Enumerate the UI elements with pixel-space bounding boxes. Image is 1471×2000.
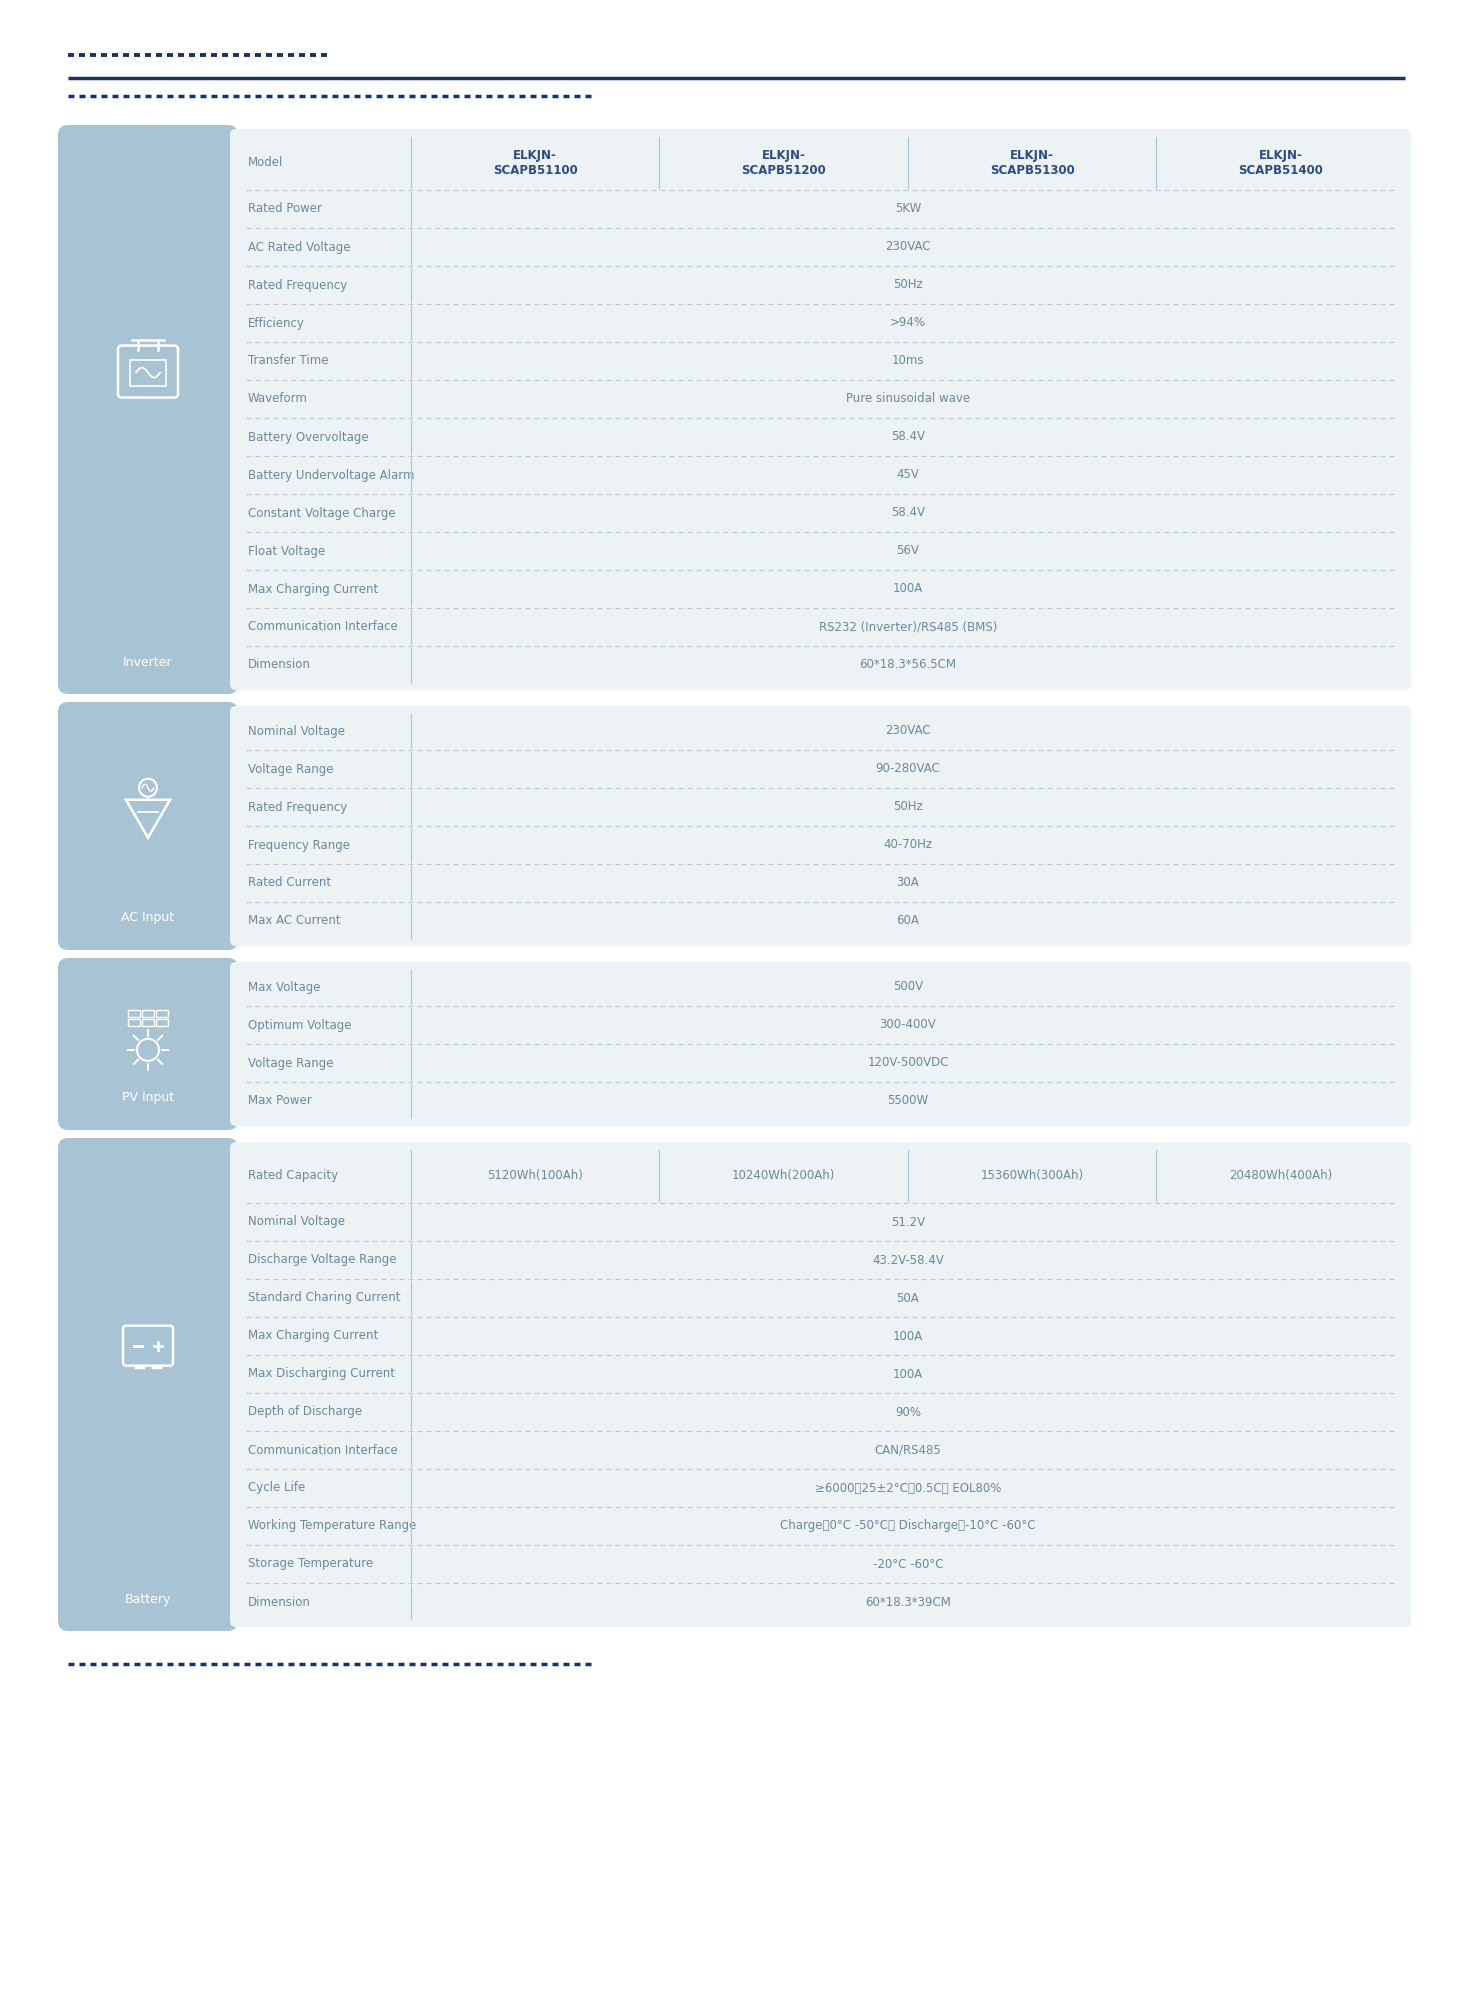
Text: ELKJN-
SCAPB51100: ELKJN- SCAPB51100 xyxy=(493,148,578,176)
Text: Storage Temperature: Storage Temperature xyxy=(249,1558,374,1570)
Text: 10240Wh(200Ah): 10240Wh(200Ah) xyxy=(733,1168,836,1182)
Text: Battery Overvoltage: Battery Overvoltage xyxy=(249,430,369,444)
Text: Dimension: Dimension xyxy=(249,1596,310,1608)
Text: Charge：0°C -50°C； Discharge：-10°C -60°C: Charge：0°C -50°C； Discharge：-10°C -60°C xyxy=(780,1520,1036,1532)
Text: 90%: 90% xyxy=(894,1406,921,1418)
Text: Rated Current: Rated Current xyxy=(249,876,331,890)
Text: Communication Interface: Communication Interface xyxy=(249,620,397,634)
FancyBboxPatch shape xyxy=(229,706,1411,946)
Text: Pure sinusoidal wave: Pure sinusoidal wave xyxy=(846,392,969,406)
Text: Standard Charing Current: Standard Charing Current xyxy=(249,1292,400,1304)
Text: 58.4V: 58.4V xyxy=(891,506,925,520)
Text: Float Voltage: Float Voltage xyxy=(249,544,325,558)
FancyBboxPatch shape xyxy=(57,702,238,950)
FancyBboxPatch shape xyxy=(57,1138,238,1632)
Text: 60A: 60A xyxy=(896,914,919,928)
FancyBboxPatch shape xyxy=(57,124,238,694)
Text: Max Power: Max Power xyxy=(249,1094,312,1108)
Text: Discharge Voltage Range: Discharge Voltage Range xyxy=(249,1254,397,1266)
Bar xyxy=(143,1010,154,1016)
Text: 58.4V: 58.4V xyxy=(891,430,925,444)
Text: ELKJN-
SCAPB51200: ELKJN- SCAPB51200 xyxy=(741,148,827,176)
Text: RS232 (Inverter)/RS485 (BMS): RS232 (Inverter)/RS485 (BMS) xyxy=(819,620,997,634)
Text: AC Input: AC Input xyxy=(122,912,175,924)
Text: 5500W: 5500W xyxy=(887,1094,928,1108)
FancyBboxPatch shape xyxy=(229,962,1411,1126)
Text: 45V: 45V xyxy=(896,468,919,482)
Text: Rated Power: Rated Power xyxy=(249,202,322,216)
Text: 230VAC: 230VAC xyxy=(886,240,931,254)
Text: Dimension: Dimension xyxy=(249,658,310,672)
Text: Max Voltage: Max Voltage xyxy=(249,980,321,994)
Bar xyxy=(129,360,166,386)
Text: 15360Wh(300Ah): 15360Wh(300Ah) xyxy=(981,1168,1084,1182)
Text: Communication Interface: Communication Interface xyxy=(249,1444,397,1456)
Text: Transfer Time: Transfer Time xyxy=(249,354,328,368)
Text: Voltage Range: Voltage Range xyxy=(249,762,334,776)
Text: Cycle Life: Cycle Life xyxy=(249,1482,306,1494)
Text: 60*18.3*39CM: 60*18.3*39CM xyxy=(865,1596,950,1608)
Text: Rated Capacity: Rated Capacity xyxy=(249,1168,338,1182)
Text: 5120Wh(100Ah): 5120Wh(100Ah) xyxy=(487,1168,583,1182)
Text: CAN/RS485: CAN/RS485 xyxy=(875,1444,941,1456)
Text: 5KW: 5KW xyxy=(894,202,921,216)
Bar xyxy=(128,1018,140,1026)
Text: Frequency Range: Frequency Range xyxy=(249,838,350,852)
Text: Depth of Discharge: Depth of Discharge xyxy=(249,1406,362,1418)
Bar xyxy=(143,1018,154,1026)
Bar xyxy=(156,1018,168,1026)
Text: 300-400V: 300-400V xyxy=(880,1018,937,1032)
Text: 43.2V-58.4V: 43.2V-58.4V xyxy=(872,1254,944,1266)
FancyBboxPatch shape xyxy=(57,958,238,1130)
Text: 50Hz: 50Hz xyxy=(893,800,922,814)
Text: Battery: Battery xyxy=(125,1592,171,1606)
Text: 30A: 30A xyxy=(897,876,919,890)
Text: PV Input: PV Input xyxy=(122,1092,174,1104)
Text: 56V: 56V xyxy=(896,544,919,558)
Text: Max Charging Current: Max Charging Current xyxy=(249,1330,378,1342)
Text: Working Temperature Range: Working Temperature Range xyxy=(249,1520,416,1532)
Text: 51.2V: 51.2V xyxy=(891,1216,925,1228)
Text: Max Discharging Current: Max Discharging Current xyxy=(249,1368,396,1380)
Text: 40-70Hz: 40-70Hz xyxy=(884,838,933,852)
Text: Voltage Range: Voltage Range xyxy=(249,1056,334,1070)
Text: Nominal Voltage: Nominal Voltage xyxy=(249,724,346,738)
Text: 10ms: 10ms xyxy=(891,354,924,368)
Text: 20480Wh(400Ah): 20480Wh(400Ah) xyxy=(1230,1168,1333,1182)
Text: Efficiency: Efficiency xyxy=(249,316,304,330)
Text: ELKJN-
SCAPB51400: ELKJN- SCAPB51400 xyxy=(1239,148,1324,176)
Text: Constant Voltage Charge: Constant Voltage Charge xyxy=(249,506,396,520)
Bar xyxy=(128,1010,140,1016)
Text: Model: Model xyxy=(249,156,284,170)
Text: 120V-500VDC: 120V-500VDC xyxy=(868,1056,949,1070)
Text: ≥6000，25±2°C，0.5C， EOL80%: ≥6000，25±2°C，0.5C， EOL80% xyxy=(815,1482,1002,1494)
Text: Waveform: Waveform xyxy=(249,392,307,406)
Text: 500V: 500V xyxy=(893,980,924,994)
Text: Inverter: Inverter xyxy=(124,656,172,668)
Text: 230VAC: 230VAC xyxy=(886,724,931,738)
Text: Battery Undervoltage Alarm: Battery Undervoltage Alarm xyxy=(249,468,415,482)
Text: 50Hz: 50Hz xyxy=(893,278,922,292)
Text: Optimum Voltage: Optimum Voltage xyxy=(249,1018,352,1032)
Text: Nominal Voltage: Nominal Voltage xyxy=(249,1216,346,1228)
Text: 60*18.3*56.5CM: 60*18.3*56.5CM xyxy=(859,658,956,672)
Text: >94%: >94% xyxy=(890,316,927,330)
Bar xyxy=(156,1010,168,1016)
Text: AC Rated Voltage: AC Rated Voltage xyxy=(249,240,350,254)
Text: 50A: 50A xyxy=(897,1292,919,1304)
Text: Rated Frequency: Rated Frequency xyxy=(249,278,347,292)
Text: ELKJN-
SCAPB51300: ELKJN- SCAPB51300 xyxy=(990,148,1075,176)
Text: Rated Frequency: Rated Frequency xyxy=(249,800,347,814)
Text: 100A: 100A xyxy=(893,1368,924,1380)
Text: 100A: 100A xyxy=(893,1330,924,1342)
Text: 90-280VAC: 90-280VAC xyxy=(875,762,940,776)
FancyBboxPatch shape xyxy=(229,128,1411,690)
Text: Max AC Current: Max AC Current xyxy=(249,914,341,928)
FancyBboxPatch shape xyxy=(229,1142,1411,1628)
Text: -20°C -60°C: -20°C -60°C xyxy=(872,1558,943,1570)
Text: 100A: 100A xyxy=(893,582,924,596)
Text: Max Charging Current: Max Charging Current xyxy=(249,582,378,596)
